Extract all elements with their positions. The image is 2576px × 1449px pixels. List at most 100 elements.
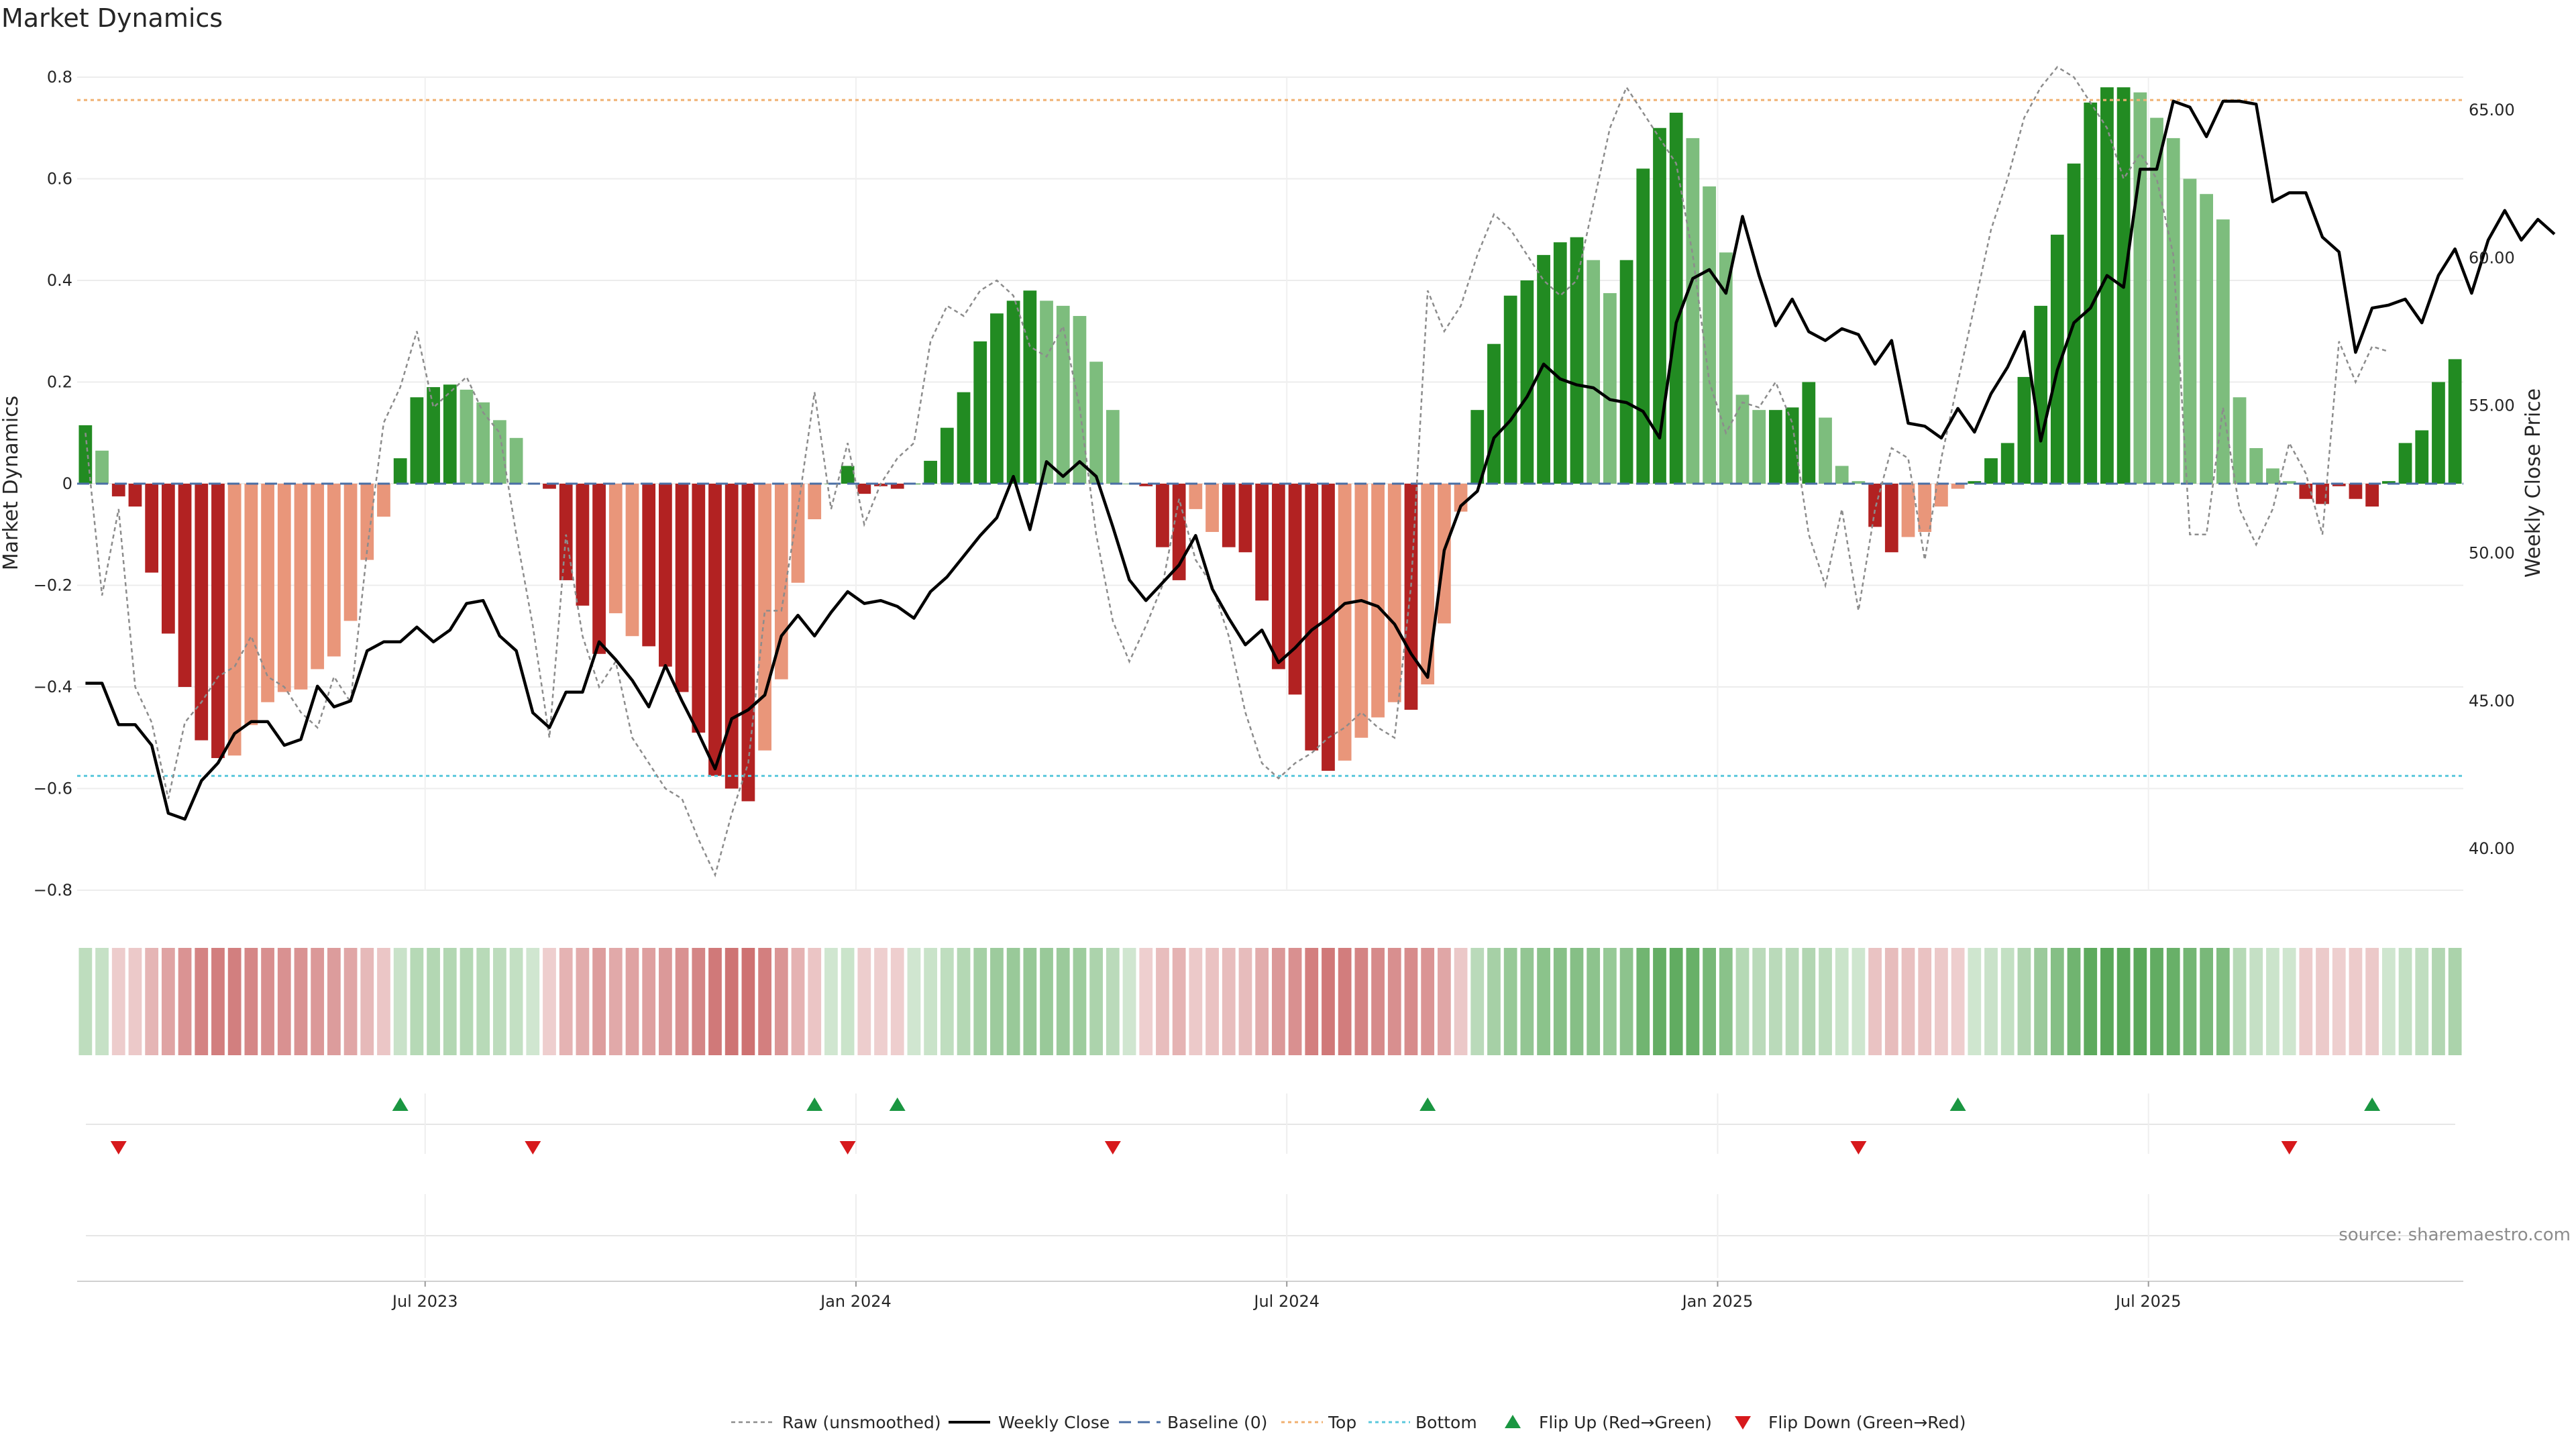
- strip-cell: [2084, 948, 2098, 1055]
- strip-cell: [1868, 948, 1882, 1055]
- strip-cell: [1984, 948, 1998, 1055]
- strip-cell: [2249, 948, 2263, 1055]
- strip-cell: [1255, 948, 1269, 1055]
- dynamics-bar: [2133, 92, 2147, 484]
- dynamics-bar: [1686, 138, 1700, 484]
- strip-cell: [2316, 948, 2329, 1055]
- dynamics-bar: [1884, 484, 1898, 553]
- dynamics-bar: [1968, 481, 1982, 484]
- dynamics-bar: [2282, 481, 2296, 484]
- strip-cell: [808, 948, 822, 1055]
- dynamics-bar: [692, 484, 706, 733]
- dynamics-bar: [1984, 458, 1998, 484]
- source-text: source: sharemaestro.com: [2339, 1225, 2571, 1245]
- dynamics-bar: [1288, 484, 1302, 695]
- x-tick-label: Jul 2023: [391, 1292, 458, 1311]
- strip-cell: [1205, 948, 1219, 1055]
- dynamics-bar: [78, 425, 93, 484]
- strip-cell: [1636, 948, 1650, 1055]
- strip-cell: [377, 948, 390, 1055]
- strip-cell: [1735, 948, 1750, 1055]
- strip-cell: [1769, 948, 1782, 1055]
- left-tick-label: −0.8: [34, 881, 72, 900]
- strip-cell: [1553, 948, 1567, 1055]
- strip-cell: [161, 948, 175, 1055]
- strip-cell: [2365, 948, 2379, 1055]
- dynamics-bar: [277, 484, 291, 692]
- strip-cell: [1288, 948, 1302, 1055]
- dynamics-bar: [2100, 87, 2114, 484]
- dynamics-bar: [1835, 466, 1849, 484]
- dynamics-bar: [1802, 382, 1816, 484]
- strip-cell: [2166, 948, 2180, 1055]
- dynamics-bar: [808, 484, 822, 520]
- strip-cell: [857, 948, 871, 1055]
- strip-cell: [1271, 948, 1285, 1055]
- flip-up-marker: [2364, 1097, 2381, 1111]
- dynamics-bar: [1619, 260, 1633, 484]
- strip-cell: [460, 948, 474, 1055]
- strip-cell: [95, 948, 109, 1055]
- dynamics-bar: [2034, 305, 2047, 484]
- strip-cell: [443, 948, 457, 1055]
- dynamics-bar: [2432, 382, 2445, 484]
- dynamics-bar: [2266, 468, 2279, 484]
- strip-cell: [294, 948, 308, 1055]
- dynamics-bar: [625, 484, 639, 637]
- dynamics-bar: [1553, 242, 1567, 484]
- flip-up-marker: [1419, 1097, 1436, 1111]
- dynamics-bar: [1322, 484, 1335, 771]
- strip-cell: [2216, 948, 2230, 1055]
- dynamics-bar: [924, 460, 938, 484]
- flip-down-marker: [1104, 1141, 1121, 1155]
- strip-cell: [2233, 948, 2247, 1055]
- strip-cell: [2200, 948, 2214, 1055]
- dynamics-bar: [145, 484, 159, 573]
- strip-cell: [692, 948, 706, 1055]
- strip-cell: [1951, 948, 1965, 1055]
- dynamics-bar: [460, 389, 474, 484]
- strip-cell: [675, 948, 689, 1055]
- strip-cell: [990, 948, 1004, 1055]
- dynamics-bar: [509, 437, 523, 484]
- strip-cell: [427, 948, 440, 1055]
- dynamics-bar: [2183, 178, 2197, 484]
- dynamics-bar: [2398, 443, 2412, 484]
- right-tick-label: 50.00: [2469, 544, 2515, 563]
- dynamics-bar: [1371, 484, 1385, 718]
- strip-cell: [1835, 948, 1849, 1055]
- legend: Raw (unsmoothed) Weekly Close Baseline (0)…: [731, 1413, 1966, 1432]
- strip-cell: [559, 948, 573, 1055]
- dynamics-bar: [1305, 484, 1319, 751]
- strip-cell: [2398, 948, 2412, 1055]
- right-tick-label: 65.00: [2469, 101, 2515, 119]
- strip-cell: [1404, 948, 1418, 1055]
- strip-cell: [543, 948, 556, 1055]
- strip-cell: [1935, 948, 1948, 1055]
- dynamics-bar: [311, 484, 325, 669]
- left-tick-label: −0.6: [34, 780, 72, 798]
- strip-cell: [526, 948, 540, 1055]
- strip-cell: [1686, 948, 1700, 1055]
- dynamics-bar: [1271, 484, 1285, 669]
- dynamics-bar: [2415, 430, 2429, 484]
- strip-cell: [907, 948, 921, 1055]
- dynamics-bar: [2316, 484, 2329, 504]
- strip-cell: [1901, 948, 1915, 1055]
- strip-cell: [874, 948, 888, 1055]
- dynamics-bar: [211, 484, 225, 759]
- dynamics-bar: [161, 484, 175, 634]
- dynamics-bar: [1636, 168, 1650, 484]
- dynamics-bar: [758, 484, 771, 751]
- flip-up-marker: [806, 1097, 823, 1111]
- dynamics-bar: [427, 387, 440, 484]
- dynamics-bar: [227, 484, 241, 756]
- heatmap-strip: [78, 948, 2462, 1055]
- dynamics-bar: [608, 484, 623, 614]
- legend-label: Flip Down (Green→Red): [1768, 1413, 1966, 1432]
- dynamics-bar: [360, 484, 374, 560]
- strip-cell: [2116, 948, 2131, 1055]
- dynamics-bar: [857, 484, 871, 494]
- strip-cell: [1669, 948, 1683, 1055]
- right-y-axis: 65.00 60.00 55.00 50.00 45.00 40.00: [2469, 101, 2515, 858]
